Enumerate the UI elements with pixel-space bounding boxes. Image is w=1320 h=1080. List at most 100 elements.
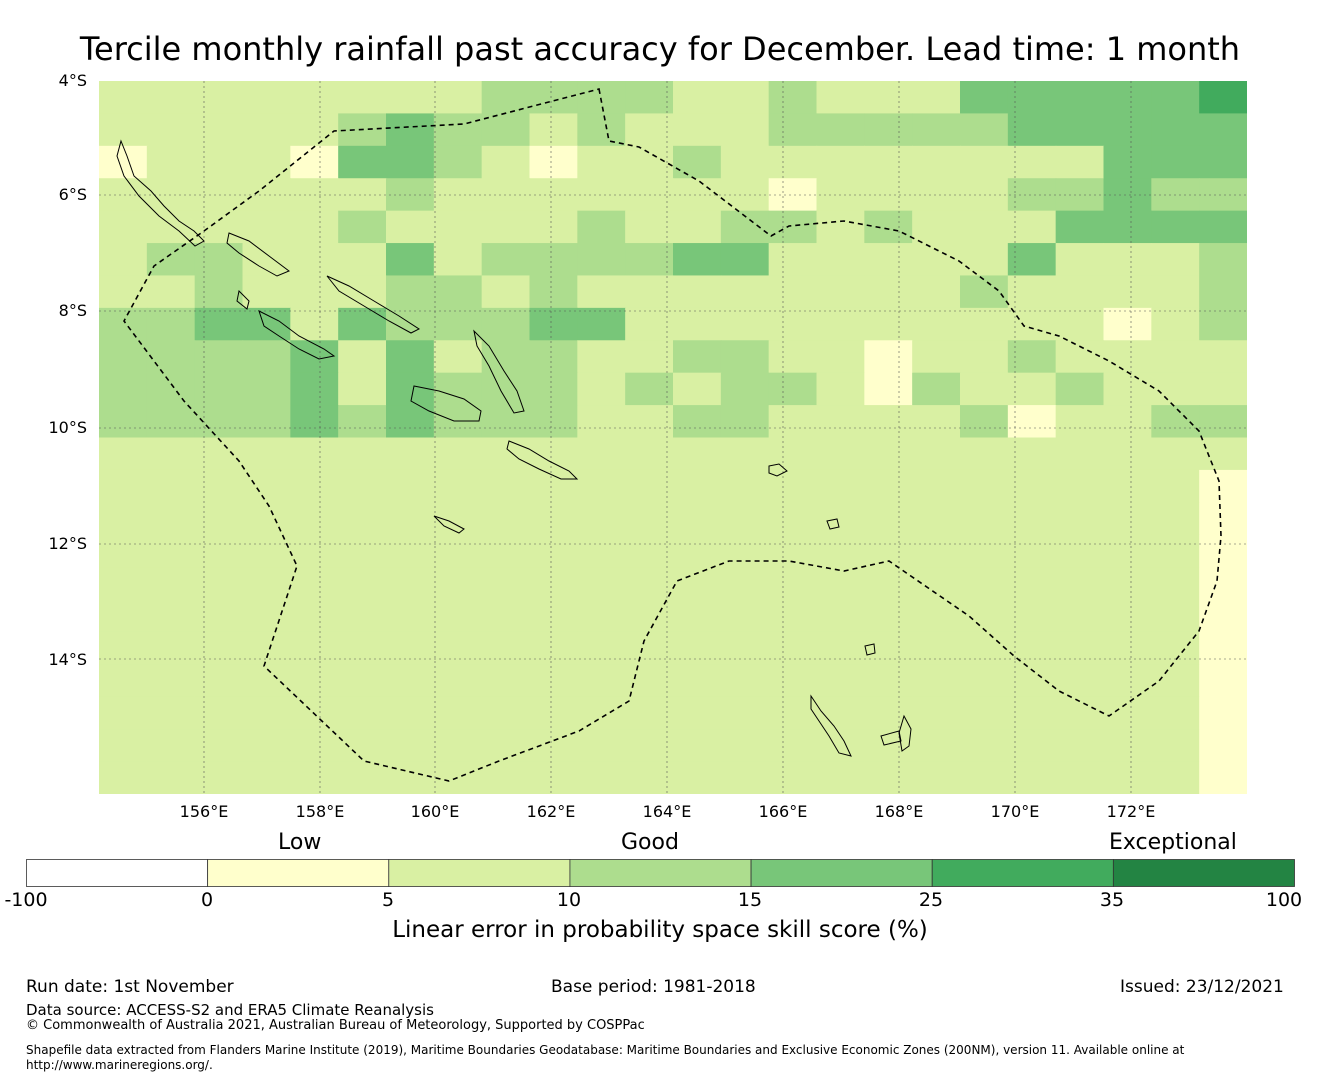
grid-cell	[1055, 469, 1105, 503]
grid-cell	[625, 81, 674, 115]
grid-cell	[1007, 696, 1057, 730]
grid-cell	[481, 599, 531, 633]
grid-cell	[242, 437, 291, 471]
grid-cell	[290, 81, 339, 115]
grid-cell	[864, 664, 913, 698]
grid-cell	[1055, 340, 1105, 374]
grid-cell	[529, 210, 578, 244]
grid-cell	[99, 340, 148, 374]
grid-cell	[768, 469, 818, 503]
grid-cell	[290, 761, 339, 794]
grid-cell	[242, 599, 291, 633]
malekula-island	[898, 714, 912, 752]
grid-cell	[673, 664, 722, 698]
grid-cell	[720, 631, 770, 665]
legend-tick-0: 0	[200, 889, 214, 911]
grid-cell	[816, 372, 865, 406]
grid-cell	[194, 372, 244, 406]
grid-cell	[529, 307, 578, 341]
grid-cell	[529, 502, 578, 536]
lat-label-12s: 12°S	[48, 534, 87, 553]
grid-cell	[99, 599, 148, 633]
grid-cell	[720, 437, 770, 471]
grid-cell	[242, 405, 291, 439]
malaita-island	[473, 329, 525, 414]
grid-cell	[529, 469, 578, 503]
grid-cell	[768, 664, 818, 698]
copyright-notice: © Commonwealth of Australia 2021, Austra…	[26, 1018, 645, 1033]
legend-tick-25: 25	[918, 889, 944, 911]
grid-cell	[1103, 145, 1152, 179]
grid-cell	[673, 81, 722, 115]
grid-cell	[625, 437, 674, 471]
grid-cell	[912, 729, 961, 763]
grid-cell	[1103, 178, 1152, 212]
grid-cell	[816, 243, 865, 277]
grid-cell	[960, 243, 1009, 277]
lat-label-8s: 8°S	[58, 301, 87, 320]
grid-cell	[625, 405, 674, 439]
grid-cell	[720, 113, 770, 147]
grid-cell	[912, 113, 961, 147]
grid-cell	[433, 145, 483, 179]
legend-tick-15: 15	[737, 889, 763, 911]
grid-cell	[768, 372, 818, 406]
grid-cell	[577, 761, 626, 794]
grid-cell	[338, 534, 387, 568]
grid-cell	[577, 534, 626, 568]
grid-cell	[1055, 145, 1105, 179]
grid-cell	[242, 210, 291, 244]
grid-cell	[577, 113, 626, 147]
grid-cell	[386, 469, 435, 503]
grid-cell	[146, 372, 196, 406]
grid-cell	[194, 469, 244, 503]
grid-cell	[1151, 631, 1200, 665]
grid-cell	[768, 113, 818, 147]
lon-label-170e: 170°E	[990, 802, 1040, 821]
grid-cell	[529, 599, 578, 633]
grid-cell	[433, 664, 483, 698]
grid-cell	[386, 437, 435, 471]
grid-cell	[1199, 664, 1247, 698]
grid-cell	[864, 469, 913, 503]
grid-cell	[242, 534, 291, 568]
grid-cell	[577, 275, 626, 309]
grid-cell	[1199, 534, 1247, 568]
colorbar-segment	[1112, 859, 1295, 887]
grid-cell	[194, 81, 244, 115]
grid-cell	[625, 502, 674, 536]
issued-date: Issued: 23/12/2021	[1120, 977, 1284, 997]
guadalcanal-island	[410, 385, 482, 422]
grid-cell	[720, 81, 770, 115]
grid-cell	[242, 145, 291, 179]
grid-cell	[1151, 469, 1200, 503]
grid-cell	[290, 275, 339, 309]
grid-cell	[1103, 696, 1152, 730]
grid-cell	[1151, 437, 1200, 471]
grid-cell	[1007, 81, 1057, 115]
grid-cell	[1055, 502, 1105, 536]
grid-cell	[577, 340, 626, 374]
grid-cell	[1055, 405, 1105, 439]
grid-cell	[1199, 113, 1247, 147]
grid-cell	[1055, 437, 1105, 471]
grid-cell	[1007, 567, 1057, 601]
grid-cell	[1103, 405, 1152, 439]
grid-cell	[242, 664, 291, 698]
grid-cell	[481, 437, 531, 471]
grid-cell	[99, 502, 148, 536]
grid-cell	[1103, 599, 1152, 633]
grid-cell	[768, 534, 818, 568]
grid-cell	[481, 405, 531, 439]
grid-cell	[1103, 567, 1152, 601]
grid-cell	[481, 340, 531, 374]
grid-cell	[864, 372, 913, 406]
grid-cell	[194, 567, 244, 601]
grid-cell	[146, 405, 196, 439]
grid-cell	[816, 405, 865, 439]
grid-cell	[864, 437, 913, 471]
grid-cell	[768, 502, 818, 536]
grid-cell	[290, 469, 339, 503]
grid-cell	[960, 729, 1009, 763]
grid-cell	[673, 631, 722, 665]
